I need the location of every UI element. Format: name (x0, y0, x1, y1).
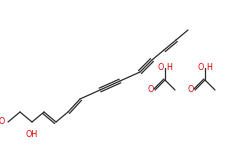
Text: O: O (148, 85, 154, 94)
Text: O: O (188, 85, 194, 94)
Text: OH: OH (26, 130, 38, 139)
Text: H: H (166, 63, 172, 72)
Text: HO: HO (0, 117, 5, 126)
Text: H: H (206, 63, 212, 72)
Text: O: O (158, 63, 164, 72)
Text: O: O (198, 63, 204, 72)
